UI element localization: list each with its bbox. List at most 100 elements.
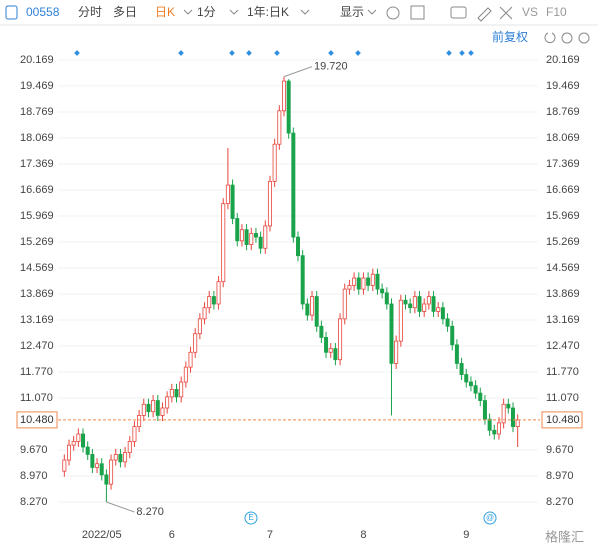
- candle-body: [211, 296, 216, 305]
- expand-icon[interactable]: [499, 6, 513, 20]
- candle-body: [450, 325, 455, 346]
- candle-body: [95, 463, 100, 468]
- tab[interactable]: 分时: [78, 5, 102, 19]
- watermark: 格隆汇: [545, 529, 584, 544]
- candle-body: [104, 474, 109, 485]
- y-tick-label-right: 13.169: [546, 314, 580, 326]
- x-tick-label: 2022/05: [82, 529, 122, 541]
- candle-body: [487, 418, 492, 431]
- y-tick-label-right: 11.070: [546, 392, 579, 404]
- candle-body: [468, 381, 473, 387]
- candle-body: [249, 232, 254, 245]
- y-tick-label: 18.769: [20, 106, 54, 118]
- candle-body: [398, 299, 403, 342]
- tab[interactable]: 日K: [155, 5, 175, 19]
- candle-body: [85, 446, 90, 455]
- candle-body: [291, 132, 296, 238]
- candle-body: [496, 422, 501, 435]
- compare[interactable]: VS: [522, 5, 538, 19]
- tab[interactable]: 1年:日K: [247, 5, 289, 19]
- candle-body: [380, 288, 385, 294]
- candle-body: [445, 318, 450, 327]
- y-tick-label-right: 8.270: [546, 496, 574, 508]
- y-tick-label: 11.770: [20, 366, 53, 378]
- tab[interactable]: 显示: [340, 5, 364, 19]
- candle-body: [141, 403, 146, 416]
- y-tick-label-right: 11.770: [546, 366, 579, 378]
- y-tick-label-right: 17.369: [546, 158, 580, 170]
- y-tick-label-right: 14.569: [546, 262, 580, 274]
- settings-icon[interactable]: [386, 6, 400, 20]
- candle-body: [239, 229, 244, 242]
- y-tick-label-right: 15.269: [546, 236, 580, 248]
- candle-body: [109, 459, 114, 485]
- y-tick-label: 13.869: [20, 288, 54, 300]
- candle-body: [253, 232, 258, 238]
- candle-body: [342, 288, 347, 320]
- chevron[interactable]: [300, 9, 310, 15]
- candle-body: [510, 407, 515, 427]
- candle-body: [263, 225, 268, 249]
- candle-body: [90, 454, 95, 468]
- candle-body: [384, 292, 389, 305]
- y-tick-label: 18.069: [20, 132, 54, 144]
- candle-body: [440, 307, 445, 320]
- camera-icon[interactable]: [450, 6, 467, 19]
- f10[interactable]: F10: [546, 5, 567, 19]
- candle-body: [422, 303, 427, 312]
- checkbox[interactable]: [410, 5, 425, 20]
- candle-body: [300, 255, 305, 305]
- tab[interactable]: 多日: [113, 5, 137, 19]
- reset-icon[interactable]: [544, 32, 556, 43]
- tab[interactable]: 1分: [197, 5, 216, 19]
- candle-body: [375, 273, 380, 290]
- candle-body: [436, 307, 441, 312]
- zoom-in[interactable]: [578, 32, 590, 44]
- pen-icon[interactable]: [477, 7, 492, 22]
- y-tick-label-right: 15.969: [546, 210, 580, 222]
- last-price-label: 10.480: [20, 414, 54, 426]
- chevron[interactable]: [367, 9, 377, 15]
- y-tick-label: 11.070: [20, 392, 53, 404]
- adjust[interactable]: 前复权: [492, 29, 528, 44]
- candle-body: [501, 403, 506, 424]
- stock-icon[interactable]: [5, 5, 18, 20]
- candle-body: [151, 400, 156, 413]
- candle-body: [174, 389, 179, 398]
- candle-body: [127, 441, 132, 453]
- event-icon[interactable]: [483, 511, 497, 525]
- event-icon[interactable]: [244, 511, 258, 525]
- candle-body: [113, 454, 118, 461]
- stock-code[interactable]: 00558: [26, 5, 60, 19]
- candle-body: [431, 296, 436, 312]
- y-tick-label: 17.369: [20, 158, 54, 170]
- candle-body: [277, 110, 282, 145]
- chevron[interactable]: [229, 9, 239, 15]
- y-tick-label: 8.270: [20, 496, 48, 508]
- candle-body: [478, 392, 483, 401]
- min-label: 8.270: [136, 506, 164, 518]
- chevron[interactable]: [183, 9, 193, 15]
- zoom-out[interactable]: [561, 32, 573, 44]
- candle-body: [352, 277, 357, 286]
- candle-body: [197, 318, 202, 335]
- candle-body: [328, 348, 333, 353]
- candle-body: [492, 429, 497, 435]
- candle-body: [216, 281, 221, 305]
- y-tick-label-right: 20.169: [546, 54, 580, 66]
- y-tick-label-right: 8.970: [546, 470, 574, 482]
- candle-body: [118, 454, 123, 463]
- last-price-box: [16, 411, 58, 429]
- candle-body: [221, 203, 226, 283]
- candle-body: [454, 344, 459, 364]
- x-tick-label: 9: [463, 529, 469, 541]
- candle-body: [286, 80, 291, 134]
- max-pointer: [283, 66, 313, 78]
- candle-body: [160, 407, 165, 416]
- candle-body: [188, 351, 193, 368]
- y-tick-label-right: 9.670: [546, 444, 574, 456]
- y-tick-label-right: 18.769: [546, 106, 580, 118]
- y-tick-label: 9.670: [20, 444, 48, 456]
